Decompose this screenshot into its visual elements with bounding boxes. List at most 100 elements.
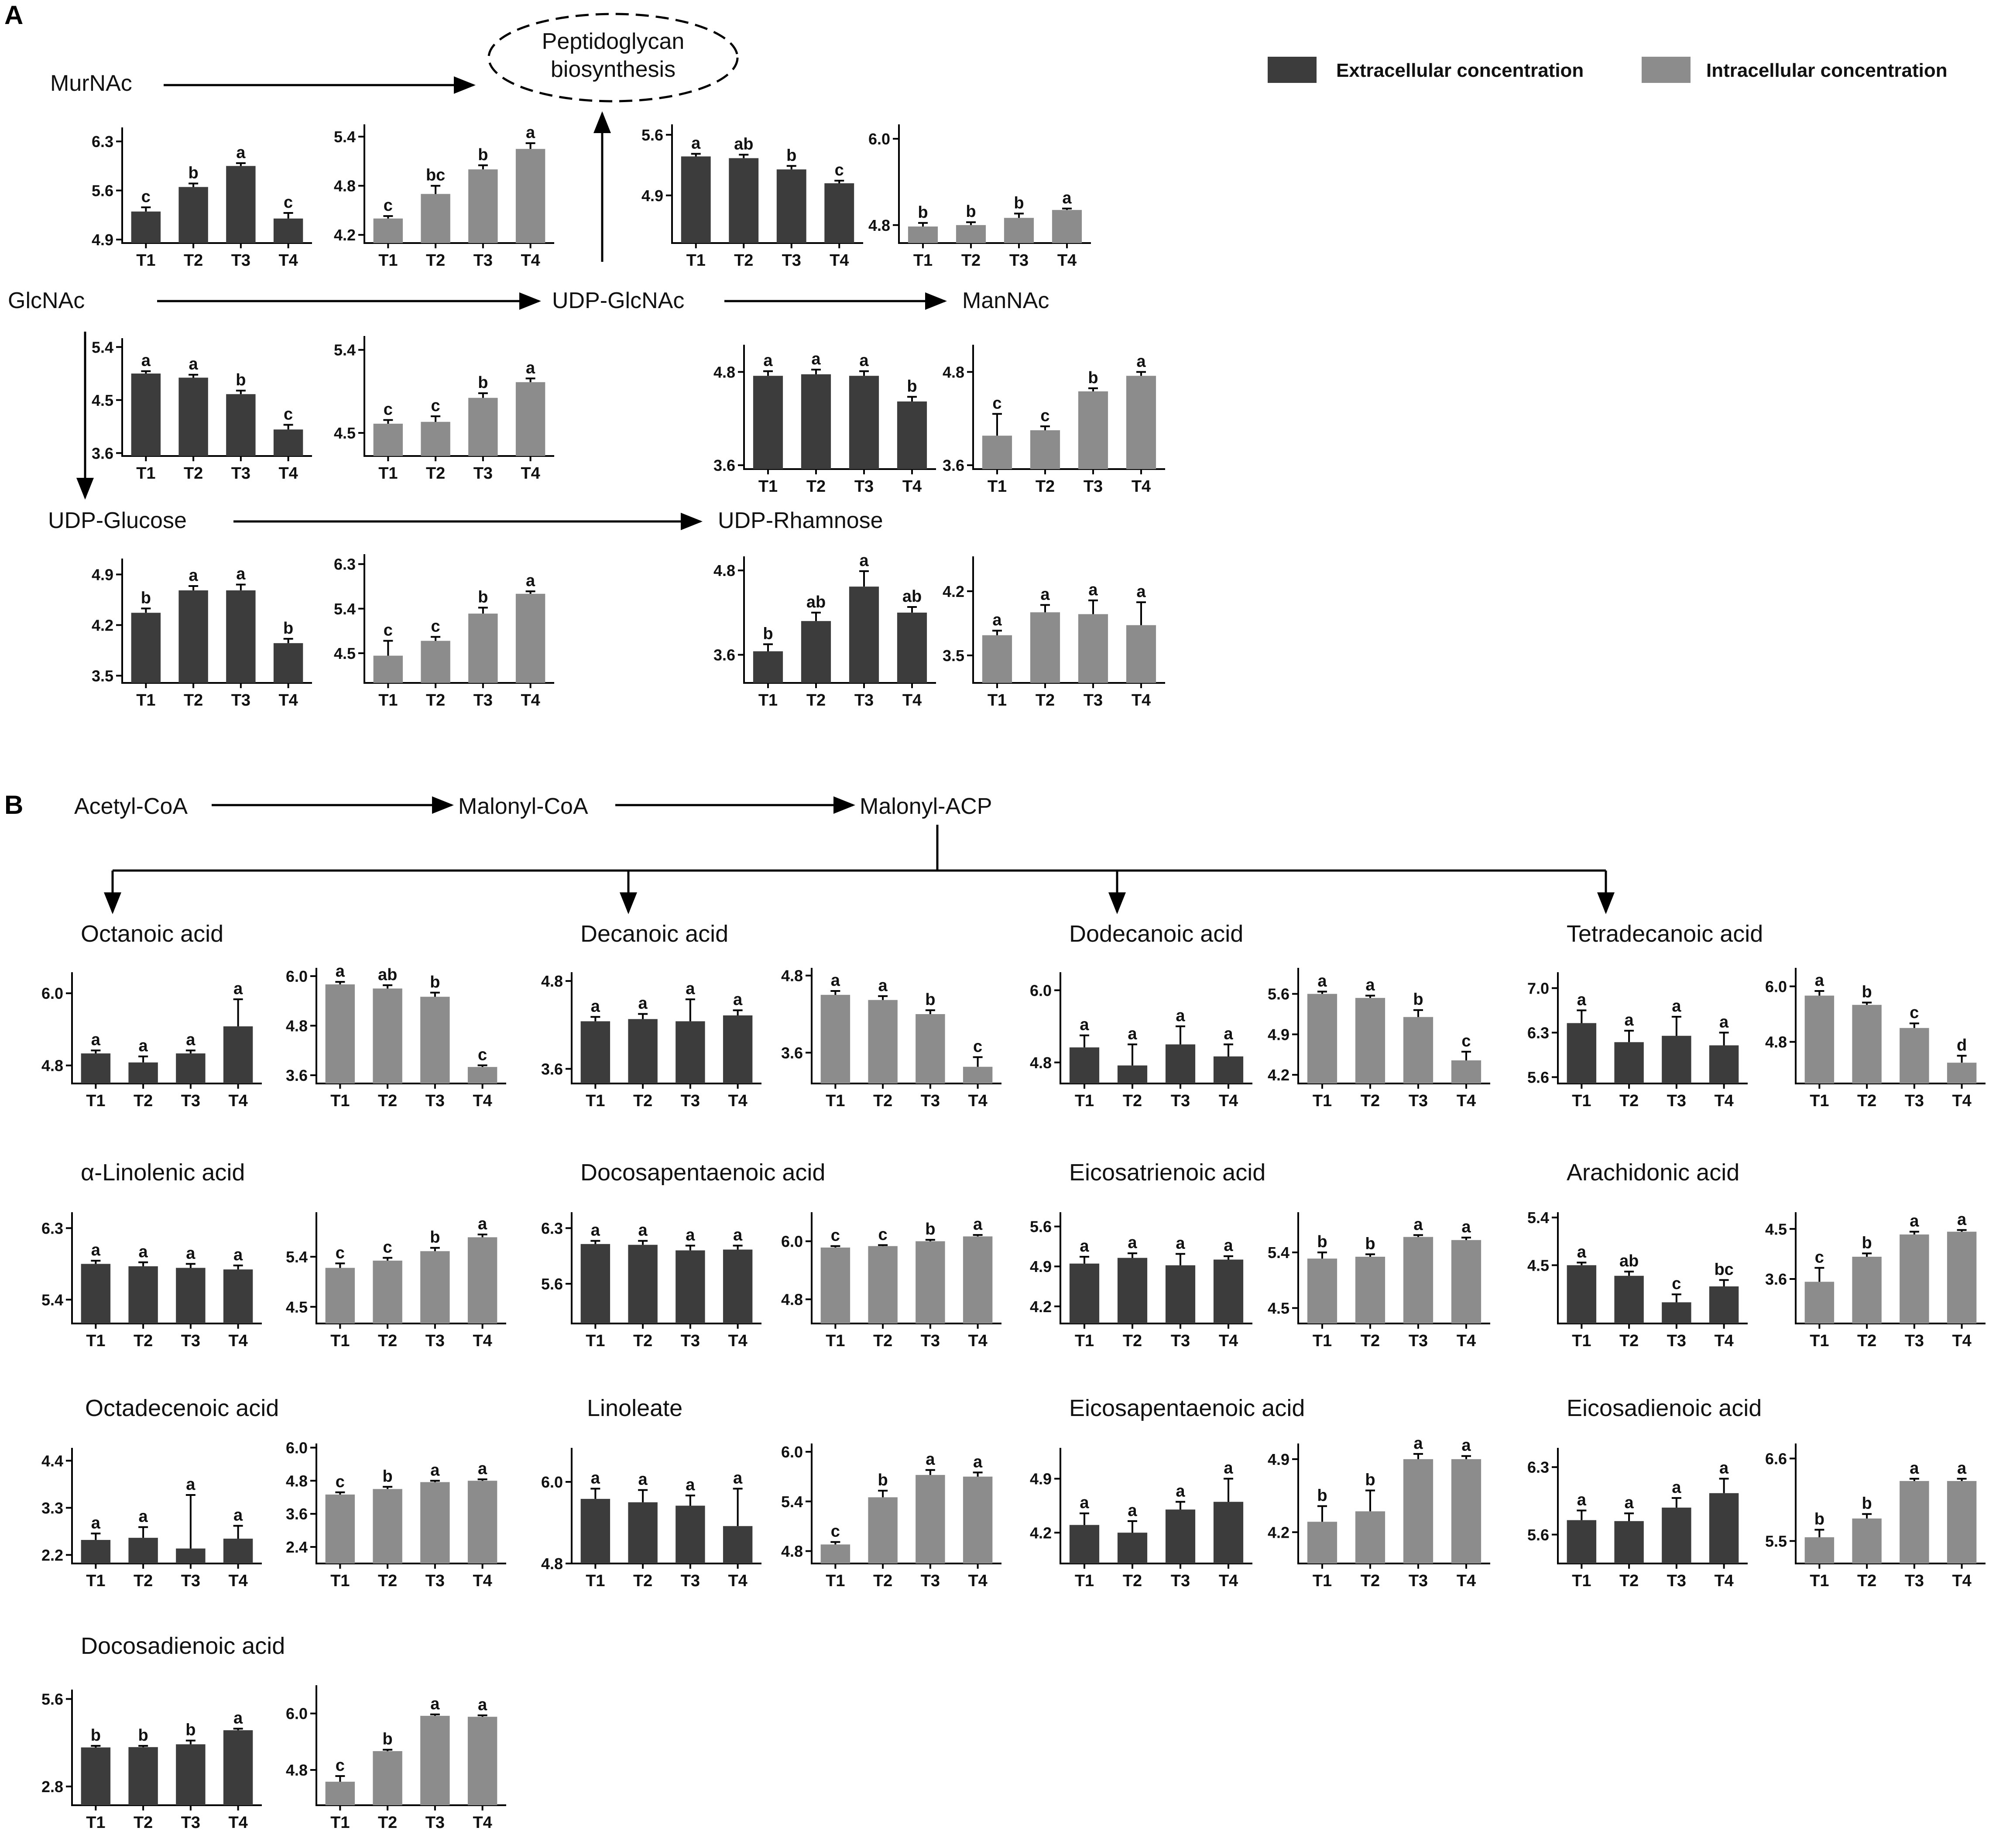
error-bar bbox=[233, 1525, 243, 1539]
x-tick-label: T4 bbox=[728, 1092, 747, 1110]
bar bbox=[131, 613, 161, 683]
significance-label: a bbox=[1461, 1218, 1471, 1236]
x-tick-label: T4 bbox=[1952, 1572, 1971, 1590]
chart-dodecanoic-acid-intracellular: 4.2 4.9 5.6 a T1 a T2 b T3 c T4 bbox=[1268, 968, 1490, 1110]
error-bar bbox=[1957, 1478, 1967, 1481]
y-tick-label: 5.4 bbox=[1268, 1244, 1289, 1262]
significance-label: c bbox=[1815, 1248, 1824, 1267]
significance-label: a bbox=[591, 997, 600, 1015]
x-tick-label: T2 bbox=[1857, 1332, 1876, 1350]
y-tick-label: 4.8 bbox=[1765, 1033, 1787, 1051]
bar bbox=[963, 1476, 993, 1563]
bar bbox=[81, 1264, 111, 1323]
error-bar bbox=[685, 998, 695, 1022]
bar bbox=[178, 377, 208, 456]
bar bbox=[1662, 1035, 1691, 1083]
bar bbox=[176, 1053, 206, 1083]
bar bbox=[1451, 1060, 1481, 1083]
error-bar bbox=[478, 164, 488, 170]
chart-eicosatrienoic-acid-extracellular: 4.2 4.9 5.6 a T1 a T2 a T3 a T4 bbox=[1030, 1212, 1252, 1350]
significance-label: a bbox=[1719, 1013, 1729, 1031]
udp-rhamnose-label: UDP-Rhamnose bbox=[718, 508, 883, 533]
error-bar bbox=[1088, 599, 1098, 614]
bar bbox=[1213, 1259, 1244, 1323]
error-bar bbox=[733, 1245, 743, 1250]
x-tick-label: T3 bbox=[921, 1092, 940, 1110]
error-bar bbox=[1040, 604, 1050, 613]
chart-decanoic-acid-intracellular: 3.6 4.8 a T1 a T2 b T3 c T4 bbox=[781, 967, 1001, 1110]
chart-decanoic-acid-extracellular: 3.6 4.8 a T1 a T2 a T3 a T4 bbox=[541, 972, 761, 1110]
significance-label: a bbox=[526, 359, 535, 377]
error-bar bbox=[383, 419, 393, 424]
error-bar bbox=[830, 1541, 840, 1545]
bar bbox=[1052, 210, 1082, 243]
x-tick-label: T4 bbox=[1714, 1092, 1733, 1110]
title-eicosadienoic-acid: Eicosadienoic acid bbox=[1567, 1395, 1762, 1421]
significance-label: b bbox=[763, 624, 773, 643]
y-tick-label: 3.5 bbox=[943, 647, 964, 665]
x-tick-label: T1 bbox=[1572, 1332, 1591, 1350]
x-tick-label: T4 bbox=[728, 1332, 747, 1350]
y-tick-label: 6.3 bbox=[1527, 1024, 1549, 1042]
y-tick-label: 6.0 bbox=[286, 1439, 308, 1457]
bar bbox=[1069, 1047, 1100, 1083]
x-tick-label: T3 bbox=[473, 251, 493, 270]
significance-label: c bbox=[431, 617, 440, 635]
significance-label: bc bbox=[1714, 1260, 1733, 1279]
x-tick-label: T2 bbox=[1619, 1332, 1639, 1350]
x-tick-label: T4 bbox=[1457, 1332, 1476, 1350]
x-tick-label: T4 bbox=[228, 1814, 247, 1832]
y-tick-label: 5.4 bbox=[92, 338, 113, 356]
bar bbox=[916, 1014, 945, 1083]
error-bar bbox=[477, 1478, 487, 1481]
x-tick-label: T1 bbox=[826, 1572, 845, 1590]
y-tick-label: 4.2 bbox=[943, 583, 964, 600]
significance-label: a bbox=[236, 565, 246, 583]
significance-label: a bbox=[926, 1450, 935, 1469]
x-tick-label: T4 bbox=[278, 251, 298, 270]
x-tick-label: T1 bbox=[1313, 1572, 1332, 1590]
error-bar bbox=[1014, 213, 1024, 218]
significance-label: a bbox=[1040, 585, 1050, 603]
x-tick-label: T4 bbox=[228, 1332, 247, 1350]
significance-label: c bbox=[336, 1756, 345, 1775]
chart-eicosadienoic-acid-extracellular: 5.6 6.3 a T1 a T2 a T3 a T4 bbox=[1527, 1448, 1748, 1590]
error-bar bbox=[1719, 1279, 1729, 1286]
significance-label: a bbox=[478, 1696, 487, 1714]
bar bbox=[1126, 625, 1156, 683]
error-bar bbox=[1671, 1293, 1681, 1303]
bar bbox=[1662, 1507, 1691, 1563]
significance-label: a bbox=[186, 1475, 195, 1494]
y-tick-label: 6.0 bbox=[1030, 981, 1052, 999]
chart-mannac-extracellular: 3.6 4.8 a T1 a T2 a T3 b T4 bbox=[713, 345, 936, 496]
y-tick-label: 5.5 bbox=[1765, 1532, 1787, 1550]
bar bbox=[1709, 1286, 1739, 1323]
title-octanoic-acid: Octanoic acid bbox=[81, 921, 223, 947]
error-bar bbox=[236, 162, 246, 166]
x-tick-label: T1 bbox=[586, 1092, 605, 1110]
y-tick-label: 6.3 bbox=[541, 1219, 563, 1237]
chart-udp-glucose-intracellular: 4.5 5.4 6.3 c T1 c T2 b T3 a T4 bbox=[334, 554, 554, 710]
bar bbox=[467, 1481, 497, 1563]
significance-label: a bbox=[1672, 1478, 1681, 1497]
significance-label: b bbox=[907, 377, 917, 395]
bar bbox=[131, 211, 161, 243]
error-bar bbox=[1719, 1478, 1729, 1493]
x-tick-label: T3 bbox=[231, 251, 250, 270]
y-tick-label: 4.8 bbox=[781, 967, 803, 985]
significance-label: c bbox=[384, 401, 393, 419]
y-tick-label: 5.4 bbox=[286, 1248, 308, 1266]
significance-label: c bbox=[383, 1238, 392, 1257]
x-tick-label: T3 bbox=[425, 1332, 445, 1350]
bar bbox=[223, 1026, 253, 1083]
error-bar bbox=[283, 424, 293, 430]
bar bbox=[128, 1747, 158, 1805]
error-bar bbox=[189, 374, 199, 378]
mannac-label: ManNAc bbox=[962, 288, 1049, 313]
malonyl-coa-label: Malonyl-CoA bbox=[458, 794, 588, 819]
y-tick-label: 6.0 bbox=[781, 1443, 803, 1461]
significance-label: c bbox=[384, 196, 393, 215]
significance-label: b bbox=[141, 589, 151, 607]
y-tick-label: 4.9 bbox=[1030, 1470, 1052, 1488]
bar bbox=[467, 1717, 497, 1805]
